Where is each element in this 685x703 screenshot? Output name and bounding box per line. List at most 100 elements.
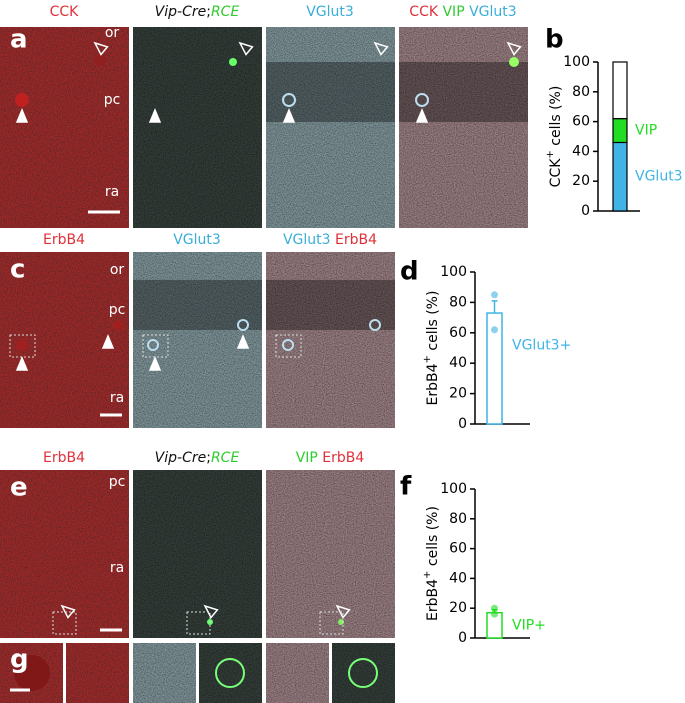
bar-segment xyxy=(612,61,628,120)
cell xyxy=(509,57,519,67)
data-point xyxy=(491,326,498,334)
roi-box xyxy=(319,611,344,635)
layer-label: pc xyxy=(104,92,121,108)
arrowhead xyxy=(148,108,162,123)
y-tick-label: 0 xyxy=(458,630,467,646)
cell xyxy=(415,93,429,107)
channel-header: CCK xyxy=(50,4,80,20)
y-label-main: ErbB4 xyxy=(425,363,441,405)
cell xyxy=(94,54,106,66)
header-part: VGlut3 xyxy=(465,4,517,20)
layer-label: pc xyxy=(109,302,126,318)
cell xyxy=(147,339,159,351)
data-point xyxy=(491,604,498,612)
header-part: Vip-Cre xyxy=(155,4,207,20)
y-tick-label: 0 xyxy=(458,416,467,432)
channel-header: CCK VIP VGlut3 xyxy=(409,4,516,20)
cell xyxy=(282,339,294,351)
cell xyxy=(338,619,344,625)
y-axis-label: ErbB4+ cells (%) xyxy=(422,506,441,621)
y-label-rest: cells (%) xyxy=(548,86,564,151)
cell xyxy=(348,658,378,688)
header-part: ErbB4 xyxy=(43,450,85,466)
cell-layer xyxy=(399,62,528,122)
open-arrowhead xyxy=(506,41,522,56)
cell xyxy=(282,93,296,107)
series-label: VGlut3+ xyxy=(512,338,571,354)
panel-letter: c xyxy=(10,255,25,285)
roi-box xyxy=(52,611,77,635)
header-part: Vip-Cre xyxy=(155,450,207,466)
series-label: VIP xyxy=(635,123,657,139)
header-part: ; xyxy=(206,4,211,20)
roi-box xyxy=(186,611,211,635)
y-tick-label: 20 xyxy=(572,173,590,189)
header-part: ; xyxy=(206,450,211,466)
y-label-main: CCK xyxy=(548,158,564,188)
open-arrowhead xyxy=(93,41,109,56)
layer-label: ra xyxy=(110,560,124,576)
y-tick-label: 80 xyxy=(449,511,467,527)
micrograph xyxy=(0,27,129,228)
y-axis-label: CCK+ cells (%) xyxy=(545,86,564,188)
roi-box xyxy=(275,334,302,358)
y-label-rest: cells (%) xyxy=(425,506,441,571)
cell xyxy=(237,319,249,331)
panel-letter: a xyxy=(10,25,28,55)
header-part: ErbB4 xyxy=(331,232,378,248)
panel-letter: d xyxy=(400,257,419,287)
cell xyxy=(16,339,28,351)
y-label-main: ErbB4 xyxy=(425,579,441,621)
header-part: RCE xyxy=(211,4,240,20)
channel-header: Vip-Cre;RCE xyxy=(155,4,240,20)
channel-header: VGlut3 ErbB4 xyxy=(283,232,377,248)
arrowhead xyxy=(282,108,296,123)
arrowhead xyxy=(236,334,250,349)
header-part: CCK xyxy=(409,4,439,20)
y-label-sup: + xyxy=(422,355,433,363)
data-point xyxy=(491,291,498,299)
micrograph xyxy=(133,27,262,228)
y-tick-label: 40 xyxy=(449,355,467,371)
arrowhead xyxy=(148,356,162,371)
header-part: VIP xyxy=(296,450,318,466)
y-axis-label: ErbB4+ cells (%) xyxy=(422,291,441,406)
channel-header: ErbB4 xyxy=(43,232,85,248)
arrowhead xyxy=(101,334,115,349)
panel-letter: b xyxy=(545,25,564,55)
cell xyxy=(369,319,381,331)
header-part: CCK xyxy=(50,4,80,20)
y-tick-label: 80 xyxy=(572,84,590,100)
data-point xyxy=(491,610,498,618)
header-part: VGlut3 xyxy=(283,232,331,248)
layer-label: or xyxy=(105,25,120,41)
micrograph xyxy=(199,643,262,703)
panel-letter: f xyxy=(400,472,412,502)
bar-segment xyxy=(612,141,628,212)
channel-header: VGlut3 xyxy=(306,4,354,20)
y-tick-label: 100 xyxy=(440,481,467,497)
y-label-sup: + xyxy=(422,571,433,579)
micrograph xyxy=(266,27,395,228)
channel-header: VIP ErbB4 xyxy=(296,450,365,466)
series-label: VGlut3 xyxy=(635,169,683,185)
panel-letter: g xyxy=(10,645,29,675)
micrograph xyxy=(266,470,395,638)
y-tick-label: 100 xyxy=(440,264,467,280)
roi-box xyxy=(142,334,169,358)
y-tick-label: 60 xyxy=(449,325,467,341)
channel-header: Vip-Cre;RCE xyxy=(155,450,240,466)
micrograph xyxy=(133,470,262,638)
header-part: RCE xyxy=(211,450,240,466)
y-tick-label: 60 xyxy=(449,541,467,557)
micrograph xyxy=(399,27,528,228)
y-tick-label: 80 xyxy=(449,294,467,310)
channel-header: ErbB4 xyxy=(43,450,85,466)
open-arrowhead xyxy=(60,604,76,619)
open-arrowhead xyxy=(238,41,254,56)
layer-label: or xyxy=(110,262,125,278)
arrowhead xyxy=(15,356,29,371)
arrowhead xyxy=(15,108,29,123)
layer-label: pc xyxy=(109,474,126,490)
